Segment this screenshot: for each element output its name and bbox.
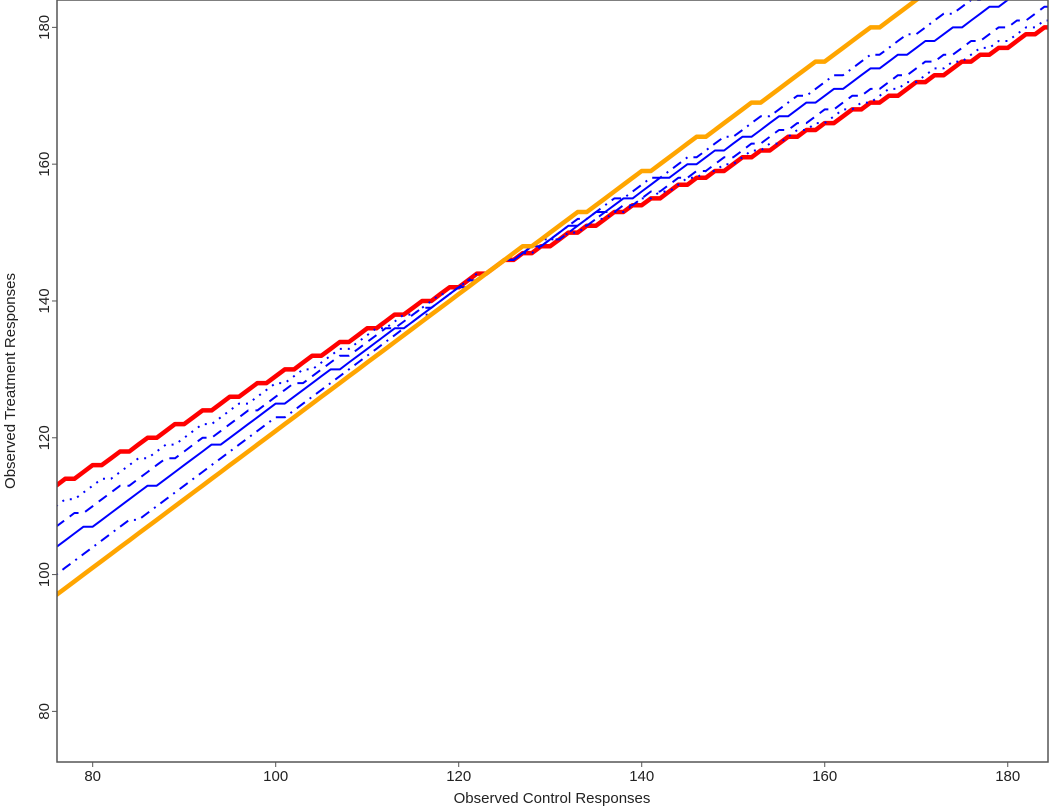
series-line-6 bbox=[57, 0, 920, 597]
series-line-2 bbox=[57, 19, 1048, 507]
series-line-1 bbox=[57, 25, 1048, 488]
x-axis: 80 100 120 140 160 180 bbox=[84, 762, 1020, 785]
series-line-3 bbox=[57, 5, 1048, 528]
x-tick-label: 180 bbox=[995, 768, 1020, 785]
y-tick-label: 80 bbox=[36, 703, 53, 720]
y-tick-label: 180 bbox=[36, 15, 53, 40]
y-tick-label: 160 bbox=[36, 152, 53, 177]
x-tick-label: 80 bbox=[84, 768, 101, 785]
plot-frame bbox=[56, 0, 1049, 763]
series-line-5 bbox=[57, 0, 982, 576]
x-tick-label: 160 bbox=[812, 768, 837, 785]
y-tick-label: 100 bbox=[36, 562, 53, 587]
x-tick-label: 140 bbox=[629, 768, 654, 785]
x-axis-title: Observed Control Responses bbox=[454, 790, 651, 807]
y-tick-label: 120 bbox=[36, 425, 53, 450]
x-tick-label: 120 bbox=[446, 768, 471, 785]
series-line-4 bbox=[57, 0, 1010, 548]
series-lines bbox=[57, 0, 1048, 597]
y-axis: 80 100 120 140 160 180 bbox=[36, 15, 57, 720]
y-tick-label: 140 bbox=[36, 288, 53, 313]
x-tick-label: 100 bbox=[263, 768, 288, 785]
y-axis-title: Observed Treatment Responses bbox=[2, 273, 19, 489]
